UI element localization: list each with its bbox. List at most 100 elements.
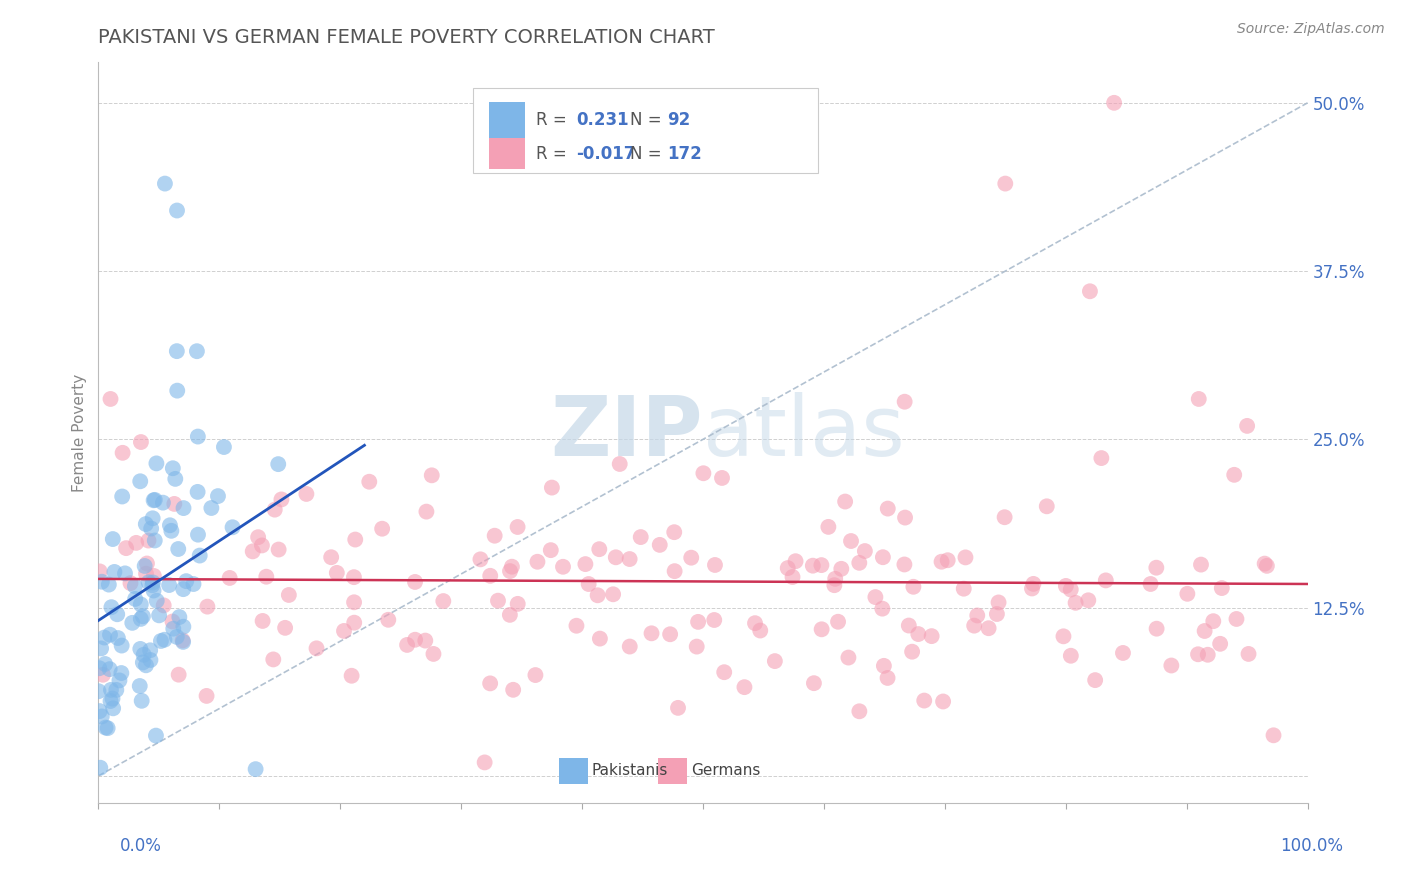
Point bbox=[132, 648, 155, 662]
Point bbox=[810, 622, 832, 636]
Point bbox=[221, 520, 243, 534]
Point bbox=[152, 496, 174, 510]
Point bbox=[129, 435, 152, 450]
Point bbox=[166, 630, 188, 644]
Point bbox=[404, 574, 426, 589]
Point bbox=[837, 650, 859, 665]
Point bbox=[162, 615, 184, 629]
Point bbox=[619, 552, 641, 566]
Text: 100.0%: 100.0% bbox=[1279, 837, 1343, 855]
Point bbox=[267, 542, 290, 557]
Point bbox=[254, 570, 277, 584]
Point bbox=[1144, 560, 1167, 574]
Point bbox=[640, 626, 662, 640]
Point bbox=[1102, 95, 1125, 110]
Point bbox=[1175, 587, 1198, 601]
Point bbox=[932, 694, 955, 708]
Point bbox=[1022, 577, 1045, 591]
Point bbox=[692, 467, 714, 481]
Point bbox=[1253, 557, 1275, 571]
Point bbox=[107, 631, 129, 645]
Point bbox=[823, 578, 845, 592]
Point bbox=[100, 600, 122, 615]
Point bbox=[89, 761, 111, 775]
Point bbox=[124, 591, 146, 606]
Point bbox=[145, 456, 167, 470]
Point bbox=[486, 593, 509, 607]
Point bbox=[245, 762, 267, 776]
Point bbox=[98, 628, 121, 642]
Point bbox=[586, 588, 609, 602]
Text: 92: 92 bbox=[666, 112, 690, 129]
Point bbox=[145, 593, 167, 607]
Point bbox=[166, 384, 188, 398]
Point bbox=[101, 532, 124, 546]
Point bbox=[848, 704, 870, 718]
Point bbox=[218, 571, 240, 585]
Point bbox=[1060, 648, 1083, 663]
Point bbox=[526, 555, 548, 569]
Point bbox=[159, 518, 181, 533]
Point bbox=[541, 481, 564, 495]
Point bbox=[824, 572, 846, 586]
Point bbox=[148, 608, 170, 623]
Point bbox=[921, 629, 943, 643]
Point bbox=[195, 689, 218, 703]
Point bbox=[138, 533, 160, 548]
Point bbox=[422, 647, 444, 661]
Point bbox=[111, 490, 134, 504]
Point bbox=[143, 533, 166, 548]
Point bbox=[713, 665, 735, 680]
Point bbox=[703, 613, 725, 627]
Point bbox=[172, 635, 194, 649]
Point bbox=[132, 656, 155, 670]
Point bbox=[1197, 648, 1219, 662]
Point bbox=[893, 558, 915, 572]
Point bbox=[782, 570, 804, 584]
Point bbox=[157, 578, 180, 592]
Point bbox=[963, 618, 986, 632]
Point bbox=[404, 632, 426, 647]
Point bbox=[105, 607, 128, 622]
Point bbox=[142, 511, 165, 525]
Point bbox=[111, 446, 134, 460]
Point bbox=[100, 392, 122, 406]
Point bbox=[115, 541, 138, 555]
Point bbox=[142, 583, 165, 598]
Point bbox=[166, 344, 188, 359]
Point bbox=[966, 608, 988, 623]
Point bbox=[589, 632, 612, 646]
Point bbox=[1112, 646, 1135, 660]
Point bbox=[574, 557, 596, 571]
Point bbox=[551, 559, 574, 574]
Point bbox=[1021, 582, 1043, 596]
Point bbox=[565, 619, 588, 633]
Point bbox=[371, 522, 394, 536]
Point bbox=[326, 566, 349, 580]
Point bbox=[1211, 581, 1233, 595]
Point bbox=[1189, 558, 1212, 572]
Point bbox=[1209, 637, 1232, 651]
Text: Source: ZipAtlas.com: Source: ZipAtlas.com bbox=[1237, 22, 1385, 37]
Point bbox=[865, 590, 887, 604]
Point bbox=[986, 607, 1008, 621]
Point bbox=[277, 588, 299, 602]
Point bbox=[540, 543, 562, 558]
Point bbox=[136, 557, 159, 571]
Point bbox=[321, 550, 343, 565]
Point bbox=[987, 595, 1010, 609]
Point bbox=[903, 580, 925, 594]
Point bbox=[165, 472, 187, 486]
Point bbox=[101, 701, 124, 715]
Text: atlas: atlas bbox=[703, 392, 904, 473]
Point bbox=[873, 658, 896, 673]
Point bbox=[295, 487, 318, 501]
Point bbox=[1146, 622, 1168, 636]
Point bbox=[609, 457, 631, 471]
Point bbox=[270, 492, 292, 507]
Point bbox=[1236, 418, 1258, 433]
Point bbox=[343, 595, 366, 609]
Text: N =: N = bbox=[630, 112, 662, 129]
Text: PAKISTANI VS GERMAN FEMALE POVERTY CORRELATION CHART: PAKISTANI VS GERMAN FEMALE POVERTY CORRE… bbox=[98, 28, 716, 47]
Point bbox=[167, 667, 190, 681]
